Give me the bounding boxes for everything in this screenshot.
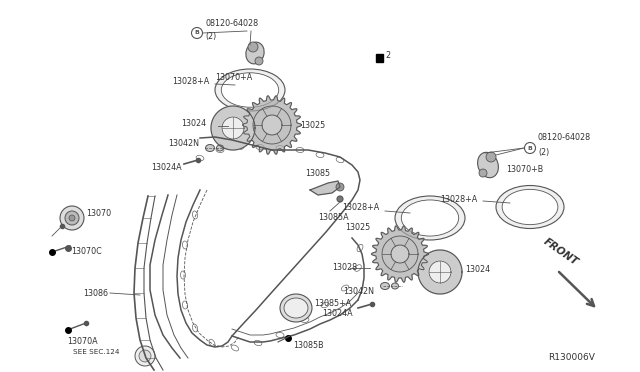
Polygon shape — [429, 261, 451, 283]
Circle shape — [337, 196, 343, 202]
Text: 13028+A: 13028+A — [342, 203, 380, 212]
Polygon shape — [376, 54, 383, 62]
Text: 13024: 13024 — [181, 119, 206, 128]
Text: 13070: 13070 — [86, 208, 111, 218]
Text: 13085B: 13085B — [293, 341, 324, 350]
Text: 13085: 13085 — [305, 169, 330, 177]
Text: R130006V: R130006V — [548, 353, 595, 362]
Text: 08120-64028: 08120-64028 — [538, 134, 591, 142]
Ellipse shape — [205, 144, 214, 151]
Polygon shape — [262, 115, 282, 135]
Text: (2): (2) — [538, 148, 549, 157]
Ellipse shape — [280, 294, 312, 322]
Ellipse shape — [246, 42, 264, 64]
Polygon shape — [211, 106, 255, 150]
Ellipse shape — [477, 152, 499, 178]
Circle shape — [69, 215, 75, 221]
Text: 13028+A: 13028+A — [440, 195, 477, 203]
Circle shape — [479, 169, 487, 177]
Circle shape — [65, 211, 79, 225]
Polygon shape — [418, 250, 462, 294]
Ellipse shape — [215, 69, 285, 111]
Circle shape — [336, 183, 344, 191]
Ellipse shape — [284, 298, 308, 318]
Text: B: B — [195, 31, 200, 35]
Text: 13024A: 13024A — [151, 163, 182, 171]
Polygon shape — [222, 117, 244, 139]
Text: 13070+A: 13070+A — [215, 73, 252, 81]
Text: 13028: 13028 — [332, 263, 357, 273]
Text: 13025: 13025 — [300, 121, 325, 129]
Polygon shape — [310, 181, 340, 195]
Text: 13086: 13086 — [83, 289, 108, 298]
Text: 13085A: 13085A — [318, 212, 349, 221]
Circle shape — [135, 346, 155, 366]
Text: FRONT: FRONT — [542, 236, 580, 267]
Ellipse shape — [395, 196, 465, 240]
Text: 13042N: 13042N — [168, 138, 199, 148]
Text: 2: 2 — [385, 51, 390, 61]
Circle shape — [60, 206, 84, 230]
Text: 13085+A: 13085+A — [314, 298, 351, 308]
Ellipse shape — [381, 282, 390, 289]
Text: 13025: 13025 — [345, 224, 371, 232]
Circle shape — [139, 350, 151, 362]
Text: 13028+A: 13028+A — [172, 77, 209, 87]
Text: 13024A: 13024A — [322, 310, 353, 318]
Circle shape — [486, 152, 496, 162]
Ellipse shape — [496, 186, 564, 228]
Text: 13070A: 13070A — [67, 337, 98, 346]
Text: 08120-64028: 08120-64028 — [205, 19, 258, 28]
Circle shape — [248, 42, 258, 52]
Ellipse shape — [216, 145, 223, 151]
Circle shape — [525, 142, 536, 154]
Ellipse shape — [221, 73, 278, 107]
Circle shape — [255, 57, 263, 65]
Text: 13070+B: 13070+B — [506, 166, 543, 174]
Ellipse shape — [401, 200, 459, 236]
Text: SEE SEC.124: SEE SEC.124 — [73, 349, 120, 355]
Ellipse shape — [502, 189, 558, 225]
Text: 13024: 13024 — [465, 264, 490, 273]
Polygon shape — [243, 96, 301, 154]
Circle shape — [191, 28, 202, 38]
Text: 13042N: 13042N — [343, 286, 374, 295]
Text: B: B — [527, 145, 532, 151]
Polygon shape — [391, 245, 409, 263]
Ellipse shape — [392, 283, 399, 289]
Polygon shape — [372, 226, 429, 282]
Text: 13070C: 13070C — [71, 247, 102, 256]
Text: (2): (2) — [205, 32, 216, 42]
